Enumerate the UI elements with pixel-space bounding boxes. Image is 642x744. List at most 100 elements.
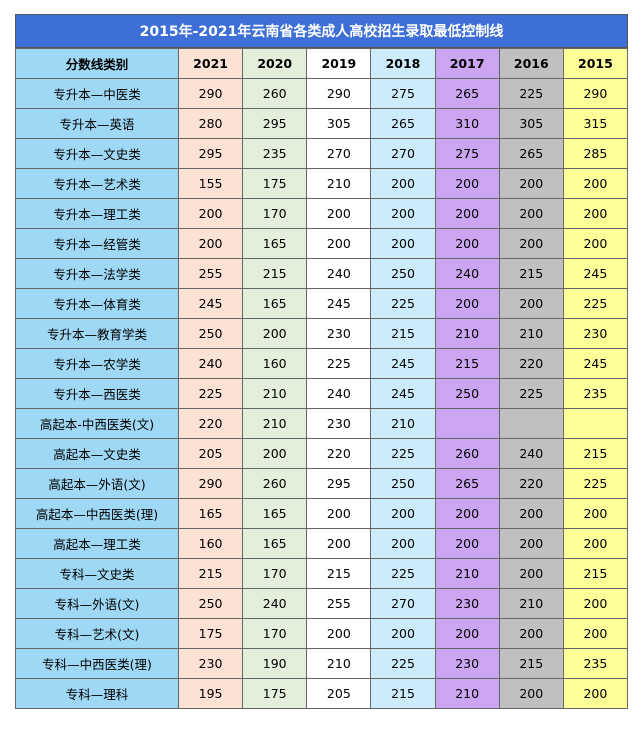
score-cell: 270 — [370, 138, 436, 169]
table-row: 专升本—教育学类 250 200 230 215 210 210 230 — [15, 318, 629, 349]
score-cell: 285 — [562, 138, 629, 169]
score-cell: 215 — [370, 318, 436, 349]
table-row: 专升本—西医类 225 210 240 245 250 225 235 — [15, 378, 629, 409]
score-cell: 210 — [242, 378, 308, 409]
score-cell: 230 — [434, 648, 500, 679]
score-cell: 165 — [242, 528, 308, 559]
score-cell: 210 — [242, 408, 308, 439]
score-cell: 200 — [434, 288, 500, 319]
score-cell: 220 — [306, 438, 372, 469]
score-cell: 200 — [370, 528, 436, 559]
score-cell: 245 — [177, 288, 244, 319]
score-cell — [498, 408, 564, 439]
header-cell: 2018 — [370, 48, 436, 79]
score-cell: 200 — [306, 198, 372, 229]
score-cell: 225 — [177, 378, 244, 409]
category-cell: 专升本—经管类 — [15, 228, 179, 259]
score-cell: 200 — [370, 228, 436, 259]
table-row: 专升本—英语 280 295 305 265 310 305 315 — [15, 108, 629, 139]
header-cell: 2016 — [498, 48, 564, 79]
score-cell: 210 — [434, 318, 500, 349]
score-cell: 200 — [498, 618, 564, 649]
score-cell: 200 — [498, 558, 564, 589]
score-cell: 255 — [306, 588, 372, 619]
score-cell: 200 — [498, 498, 564, 529]
score-cell: 200 — [306, 528, 372, 559]
score-cell: 210 — [434, 558, 500, 589]
score-cell: 200 — [562, 498, 629, 529]
score-cell: 175 — [177, 618, 244, 649]
score-cell: 165 — [242, 288, 308, 319]
header-cell: 分数线类别 — [15, 48, 179, 79]
score-cell: 230 — [306, 318, 372, 349]
category-cell: 专升本—艺术类 — [15, 168, 179, 199]
score-cell: 225 — [370, 648, 436, 679]
score-cell: 245 — [306, 288, 372, 319]
score-cell — [562, 408, 629, 439]
score-cell: 190 — [242, 648, 308, 679]
score-cell: 210 — [370, 408, 436, 439]
score-cell: 200 — [434, 198, 500, 229]
score-cell: 215 — [306, 558, 372, 589]
score-cell: 200 — [434, 168, 500, 199]
score-cell: 225 — [370, 288, 436, 319]
table-row: 专升本—农学类 240 160 225 245 215 220 245 — [15, 348, 629, 379]
score-cell: 315 — [562, 108, 629, 139]
category-cell: 专科—外语(文) — [15, 588, 179, 619]
score-cell: 160 — [177, 528, 244, 559]
score-cell: 230 — [434, 588, 500, 619]
category-cell: 专升本—文史类 — [15, 138, 179, 169]
score-cell: 245 — [370, 378, 436, 409]
score-cell: 265 — [434, 468, 500, 499]
score-cell: 200 — [177, 198, 244, 229]
score-cell: 170 — [242, 198, 308, 229]
score-cell: 270 — [306, 138, 372, 169]
header-cell: 2021 — [177, 48, 244, 79]
score-cell: 200 — [306, 618, 372, 649]
score-cell: 245 — [562, 348, 629, 379]
score-cell: 240 — [434, 258, 500, 289]
score-cell: 200 — [370, 498, 436, 529]
score-cell: 210 — [306, 168, 372, 199]
table-row: 专升本—理工类 200 170 200 200 200 200 200 — [15, 198, 629, 229]
score-cell: 225 — [370, 558, 436, 589]
score-cell: 200 — [434, 498, 500, 529]
category-cell: 专科—理科 — [15, 678, 179, 709]
category-cell: 高起本—理工类 — [15, 528, 179, 559]
score-cell: 200 — [562, 198, 629, 229]
header-cell: 2015 — [562, 48, 629, 79]
score-cell: 175 — [242, 168, 308, 199]
header-cell: 2019 — [306, 48, 372, 79]
score-cell: 265 — [370, 108, 436, 139]
score-cell: 200 — [370, 198, 436, 229]
score-cell: 265 — [434, 78, 500, 109]
score-cell: 200 — [562, 168, 629, 199]
category-cell: 高起本—中西医类(理) — [15, 498, 179, 529]
score-cell: 220 — [177, 408, 244, 439]
score-cell: 235 — [562, 378, 629, 409]
score-cell: 250 — [434, 378, 500, 409]
score-cell: 200 — [370, 168, 436, 199]
score-cell: 240 — [242, 588, 308, 619]
table-row: 专科—理科 195 175 205 215 210 200 200 — [15, 678, 629, 709]
table-row: 专升本—经管类 200 165 200 200 200 200 200 — [15, 228, 629, 259]
category-cell: 专升本—教育学类 — [15, 318, 179, 349]
score-cell: 235 — [242, 138, 308, 169]
score-cell: 200 — [562, 618, 629, 649]
score-cell — [434, 408, 500, 439]
score-cell: 260 — [242, 468, 308, 499]
score-cell: 290 — [177, 78, 244, 109]
score-cell: 200 — [498, 198, 564, 229]
score-cell: 200 — [306, 498, 372, 529]
score-cell: 205 — [306, 678, 372, 709]
category-cell: 专升本—体育类 — [15, 288, 179, 319]
category-cell: 高起本—外语(文) — [15, 468, 179, 499]
category-cell: 专升本—中医类 — [15, 78, 179, 109]
score-cell: 295 — [177, 138, 244, 169]
header-row: 分数线类别 2021 2020 2019 2018 2017 2016 2015 — [15, 48, 629, 79]
table-row: 高起本-中西医类(文) 220 210 230 210 — [15, 408, 629, 439]
score-cell: 225 — [562, 288, 629, 319]
score-cell: 240 — [498, 438, 564, 469]
score-cell: 170 — [242, 618, 308, 649]
